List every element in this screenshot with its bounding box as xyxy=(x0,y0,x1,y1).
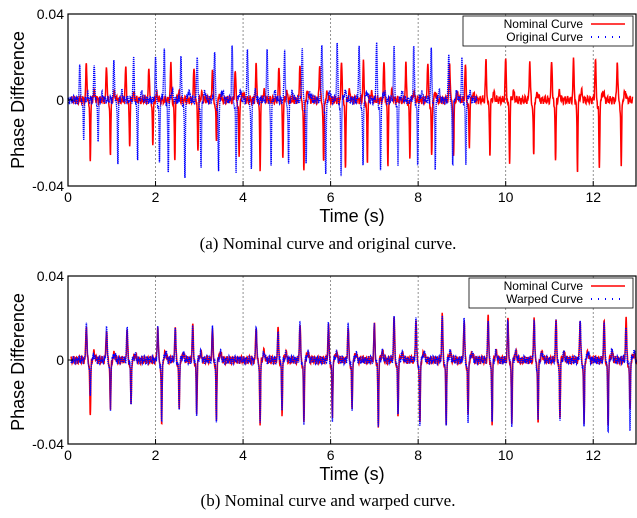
chart-b: 0 2 4 6 8 10 12 0.040-0.04 Time (s) Phase Diff… xyxy=(8,268,637,510)
x-tick-label: 2 xyxy=(152,447,160,463)
x-tick-label: 12 xyxy=(585,189,601,205)
x-tick-label: 4 xyxy=(239,447,247,463)
series-line-nominal-curve xyxy=(70,312,637,428)
series-layer xyxy=(70,312,637,434)
figure-caption: (a) Nominal curve and original curve. xyxy=(200,234,457,253)
x-tick-label: 4 xyxy=(239,189,247,205)
x-tick-label: 2 xyxy=(152,189,160,205)
legend-box xyxy=(462,15,634,47)
y-tick-label: 0 xyxy=(56,92,64,108)
legend-label: Original Curve xyxy=(506,30,583,44)
y-tick-labels: 0.04 0 -0.04 xyxy=(32,6,73,194)
y-axis-label: Phase Difference xyxy=(8,293,28,431)
series-line-original-curve xyxy=(67,42,478,178)
x-tick-label: 10 xyxy=(498,447,514,463)
x-axis-label: Time (s) xyxy=(319,206,384,226)
legend-label: Nominal Curve xyxy=(504,17,584,31)
y-tick-label: 0.04 xyxy=(37,268,64,284)
y-tick-label: 0.04 xyxy=(37,6,64,22)
x-tick-labels: 0 2 4 6 8 10 12 xyxy=(64,181,601,205)
y-tick-label: 0 xyxy=(56,352,64,368)
x-tick-labels: 0 2 4 6 8 10 12 xyxy=(64,439,601,463)
chart-a: 0 2 4 6 8 10 12 0.040-0.04 Time (s) Phase Diff… xyxy=(8,6,637,253)
x-tick-label: 6 xyxy=(327,447,335,463)
series-line-warped-curve xyxy=(70,315,637,434)
legend-label: Nominal Curve xyxy=(504,279,584,293)
x-tick-label: 0 xyxy=(64,189,72,205)
x-tick-label: 12 xyxy=(585,447,601,463)
x-axis-label: Time (s) xyxy=(319,464,384,484)
y-tick-label: -0.04 xyxy=(32,178,64,194)
figure-caption: (b) Nominal curve and warped curve. xyxy=(201,491,456,510)
x-tick-label: 8 xyxy=(414,447,422,463)
x-tick-label: 8 xyxy=(414,189,422,205)
x-tick-label: 0 xyxy=(64,447,72,463)
legend-label: Warped Curve xyxy=(506,292,583,306)
legend-box xyxy=(468,277,634,309)
y-tick-labels: 0.04 0 -0.04 xyxy=(32,268,73,452)
x-tick-label: 10 xyxy=(498,189,514,205)
series-layer xyxy=(67,42,634,178)
y-tick-label: -0.04 xyxy=(32,436,64,452)
x-tick-label: 6 xyxy=(327,189,335,205)
y-axis-label: Phase Difference xyxy=(8,31,28,169)
